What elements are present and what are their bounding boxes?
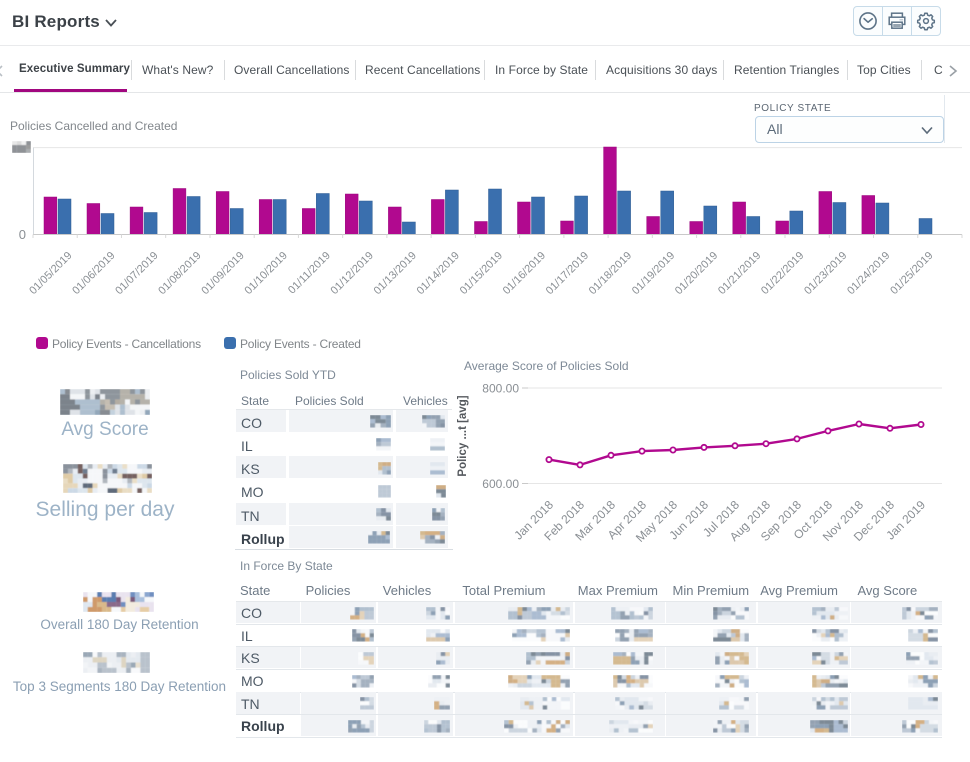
svg-text:800.00: 800.00 [482,382,519,396]
svg-text:01/14/2019: 01/14/2019 [415,250,462,297]
svg-text:01/17/2019: 01/17/2019 [544,250,591,297]
svg-text:01/22/2019: 01/22/2019 [759,250,806,297]
svg-text:01/25/2019: 01/25/2019 [888,250,935,297]
svg-text:01/07/2019: 01/07/2019 [113,250,160,297]
svg-text:01/08/2019: 01/08/2019 [156,250,203,297]
svg-text:01/05/2019: 01/05/2019 [27,250,74,297]
svg-text:01/13/2019: 01/13/2019 [372,250,419,297]
svg-text:600.00: 600.00 [482,477,519,491]
svg-text:0: 0 [19,227,26,242]
svg-text:01/09/2019: 01/09/2019 [199,250,246,297]
svg-text:Policy ...t [avg]: Policy ...t [avg] [457,395,469,476]
svg-text:01/18/2019: 01/18/2019 [587,250,634,297]
svg-text:01/12/2019: 01/12/2019 [329,250,376,297]
svg-text:01/23/2019: 01/23/2019 [802,250,849,297]
svg-text:01/15/2019: 01/15/2019 [458,250,505,297]
svg-text:01/24/2019: 01/24/2019 [845,250,892,297]
svg-text:01/20/2019: 01/20/2019 [673,250,720,297]
svg-text:01/16/2019: 01/16/2019 [501,250,548,297]
svg-text:01/19/2019: 01/19/2019 [630,250,677,297]
svg-text:01/10/2019: 01/10/2019 [243,250,290,297]
svg-text:01/06/2019: 01/06/2019 [70,250,117,297]
svg-text:01/21/2019: 01/21/2019 [716,250,763,297]
svg-text:01/11/2019: 01/11/2019 [286,250,333,297]
